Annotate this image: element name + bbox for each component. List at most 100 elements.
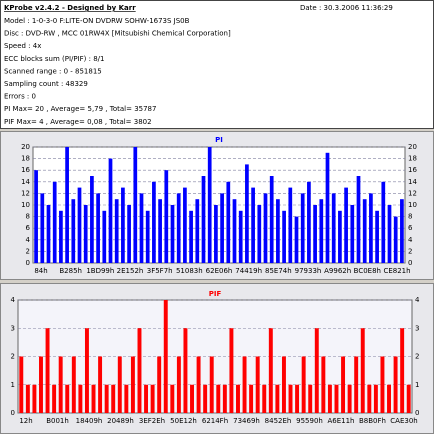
bar [347, 384, 352, 413]
y-tick-label-right: 2 [415, 353, 419, 361]
bar [40, 193, 45, 263]
bar [249, 384, 254, 413]
bar [102, 210, 107, 263]
header-line: ECC blocks sum (PI/PIF) : 8/1 [4, 55, 105, 63]
bar [236, 384, 240, 413]
bar [367, 384, 372, 413]
bar [52, 181, 57, 263]
bar [242, 356, 247, 413]
y-tick-label-right: 12 [408, 189, 417, 197]
y-tick-label: 10 [21, 201, 30, 209]
y-tick-label: 2 [26, 247, 30, 255]
bar [124, 384, 129, 413]
y-tick-label: 12 [21, 189, 30, 197]
bar [189, 210, 193, 263]
bar [163, 300, 168, 413]
bar [269, 176, 274, 263]
bar [65, 147, 69, 263]
y-tick-label-right: 0 [415, 409, 419, 417]
bar [331, 193, 336, 263]
header-line: Speed : 4x [4, 42, 41, 50]
bar [338, 210, 342, 263]
bar [406, 384, 411, 413]
x-tick-label: 97933h [295, 267, 322, 275]
x-tick-label: B8B0Fh [359, 417, 386, 425]
y-tick-label: 8 [26, 213, 30, 221]
bar [350, 205, 355, 263]
bar [257, 205, 262, 263]
bar [176, 193, 181, 263]
y-tick-label-right: 10 [408, 201, 417, 209]
bar [216, 384, 221, 413]
y-tick-label: 4 [11, 296, 16, 304]
bar [232, 199, 237, 263]
bar [45, 328, 50, 413]
bar [275, 384, 280, 413]
bar [295, 384, 300, 413]
bar [362, 199, 367, 263]
bar [90, 176, 94, 263]
bar [58, 356, 63, 413]
x-tick-label: B001h [46, 417, 69, 425]
header-line: Sampling count : 48329 [4, 80, 88, 88]
bar [294, 216, 299, 263]
x-tick-label: 51083h [176, 267, 203, 275]
x-tick-label: 85E74h [265, 267, 292, 275]
bar [251, 187, 255, 263]
x-tick-label: 84h [34, 267, 47, 275]
x-tick-label: A9962h [324, 267, 351, 275]
y-tick-label-right: 1 [415, 381, 419, 389]
y-tick-label-right: 3 [415, 324, 419, 332]
y-tick-label: 0 [26, 259, 30, 267]
header-line: Model : 1-0-3-0 F:LITE-ON DVDRW SOHW-167… [4, 17, 190, 25]
bar [356, 176, 361, 263]
bar [111, 384, 116, 413]
bar [83, 205, 88, 263]
bar [393, 216, 398, 263]
x-tick-label: 8452Eh [265, 417, 292, 425]
bar [319, 199, 324, 263]
bar [158, 199, 162, 263]
bar [59, 210, 63, 263]
bar [344, 187, 348, 263]
x-tick-label: 3F5F7h [147, 267, 173, 275]
y-tick-label: 0 [11, 409, 15, 417]
bar [117, 356, 122, 413]
y-tick-label-right: 0 [408, 259, 412, 267]
bar [19, 356, 24, 413]
bar [65, 384, 70, 413]
bar [170, 205, 175, 263]
x-tick-label: 2E152h [117, 267, 144, 275]
bar [281, 356, 286, 413]
bar [114, 199, 119, 263]
bar [183, 328, 188, 413]
bar [341, 356, 346, 413]
x-tick-label: BC0E8h [354, 267, 381, 275]
bar [108, 158, 113, 263]
bar [32, 384, 37, 413]
x-tick-label: 62E06h [206, 267, 233, 275]
y-tick-label-right: 2 [408, 247, 412, 255]
x-tick-label: 74419h [235, 267, 262, 275]
bar [325, 152, 330, 263]
x-tick-label: 12h [19, 417, 32, 425]
x-tick-label: CE821h [383, 267, 410, 275]
chart-title: PIF [209, 290, 222, 298]
bar [170, 384, 175, 413]
bar [268, 328, 273, 413]
bar [321, 356, 326, 413]
y-tick-label-right: 6 [408, 224, 413, 232]
bar [308, 384, 313, 413]
bar [25, 384, 30, 413]
bar [381, 181, 386, 263]
bar [400, 199, 404, 263]
bar [52, 384, 57, 413]
header-line: PIF Max= 4 , Average= 0,08 , Total= 3802 [4, 118, 152, 126]
bar [190, 384, 194, 413]
bar [209, 356, 214, 413]
bar [373, 384, 378, 413]
bar [195, 199, 200, 263]
bar [152, 181, 156, 263]
bar [387, 205, 392, 263]
